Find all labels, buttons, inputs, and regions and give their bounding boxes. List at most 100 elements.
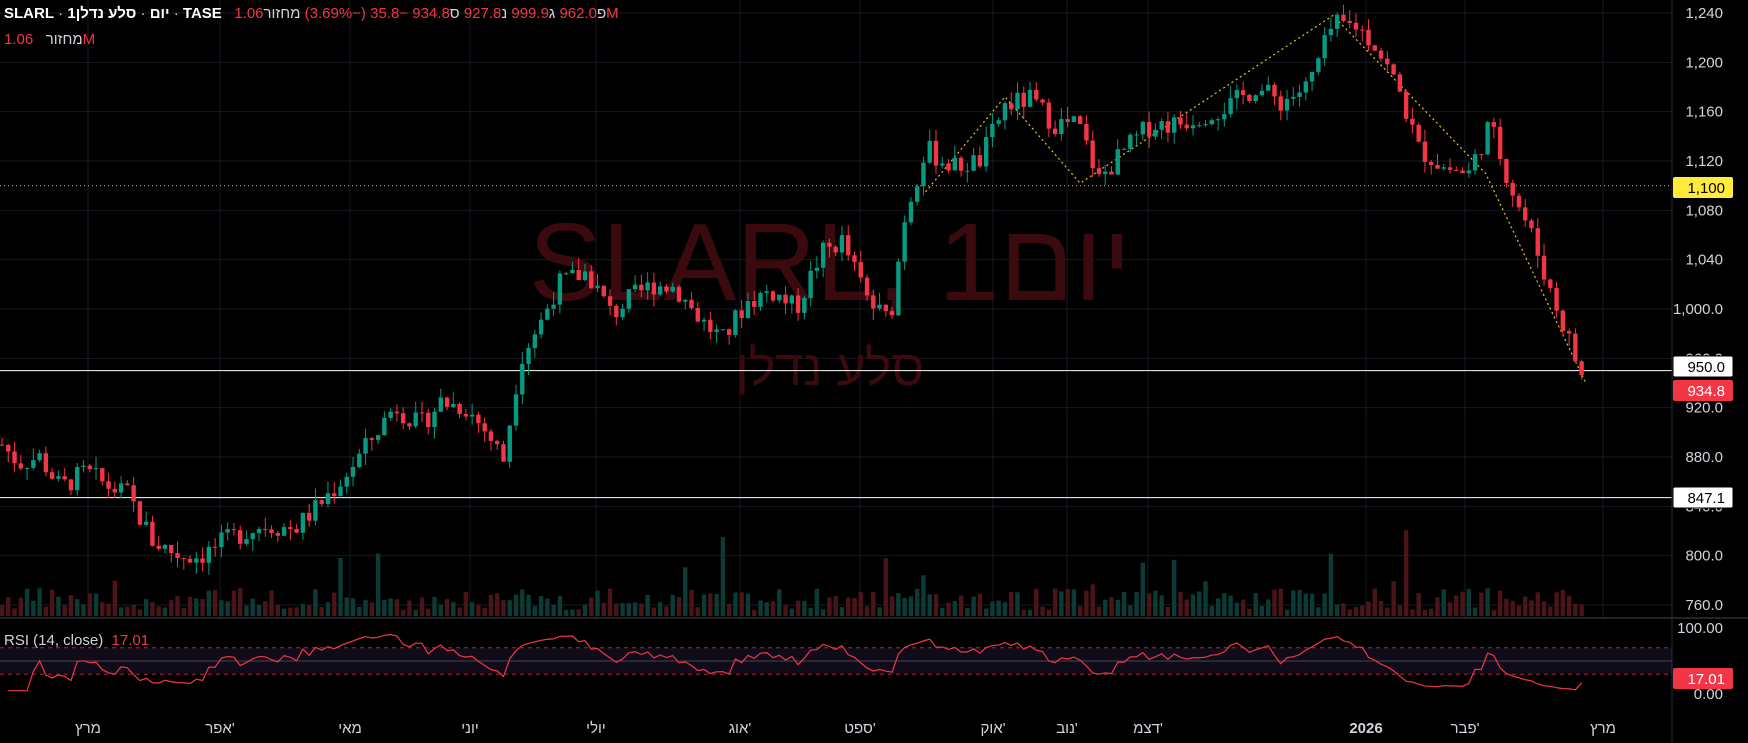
volume-bar (1322, 593, 1327, 616)
volume-bar (720, 536, 726, 616)
volume-bar (1510, 600, 1515, 616)
candle-body (344, 476, 349, 487)
candle-body (1015, 92, 1020, 110)
rsi-legend-label[interactable]: RSI (14, close) (4, 632, 104, 649)
volume-bar (933, 594, 939, 616)
volume-bar (1090, 584, 1095, 616)
volume-bar (24, 588, 30, 616)
price-tick-label: 1,080 (1685, 202, 1723, 219)
volume-bar (363, 600, 368, 616)
candle-body (1046, 102, 1052, 129)
volume-bar (194, 598, 199, 616)
volume-bar (187, 596, 193, 616)
candle-body (739, 310, 744, 319)
candle-body (18, 463, 23, 469)
candle-body (169, 544, 174, 554)
price-axis[interactable]: 760.0800.0840.0880.0920.0960.01,000.01,0… (1673, 5, 1723, 614)
zigzag-line (925, 14, 1587, 384)
volume-bar (1215, 598, 1221, 616)
tag-current-label: 934.8 (1687, 383, 1725, 400)
volume-bar (1403, 530, 1409, 616)
volume-bar (1334, 604, 1340, 616)
volume-bar (808, 607, 813, 616)
volume-bar (118, 607, 124, 616)
volume-bar (1234, 602, 1240, 616)
tag-847 (1672, 486, 1734, 509)
candle-body (1103, 171, 1108, 175)
volume-bar (169, 600, 174, 616)
time-axis[interactable]: מרץ אפר' מאי יוני יולי אוג' ספט' אוק' נוב' דצמ' 20… (75, 720, 1616, 737)
candle-body (1278, 96, 1283, 111)
volume-bar (1190, 594, 1196, 616)
candle-body (1021, 92, 1026, 107)
candle-body (1554, 287, 1559, 311)
legend-change: −35.8 (−3.69%) (304, 5, 409, 22)
volume-bar (1372, 588, 1377, 616)
candle-body (883, 304, 889, 312)
candle-body (250, 533, 255, 540)
legend-interval[interactable]: 1יום (67, 5, 170, 22)
time-tick-label: 2026 (1349, 720, 1382, 737)
time-tick-label: אוק' (980, 720, 1005, 737)
candle-body (864, 277, 870, 296)
rsi-legend: RSI (14, close) 17.01 (4, 632, 149, 649)
candle-body (1203, 124, 1208, 126)
volume-bar (1009, 591, 1014, 616)
volume-bar (306, 604, 312, 616)
volume-bar (827, 597, 832, 616)
volume-bar (783, 605, 788, 616)
time-tick-label: אוג' (729, 720, 752, 737)
candle-body (1360, 29, 1365, 31)
candle-body (488, 431, 494, 441)
volume-bar (733, 592, 738, 616)
candle-body (921, 162, 926, 187)
candle-body (269, 529, 274, 533)
candle-body (1579, 361, 1584, 376)
volume-bar (1541, 601, 1547, 616)
volume-bar (639, 603, 644, 616)
candle-body (1366, 29, 1371, 46)
volume-bar (701, 594, 707, 616)
volume-bar (883, 558, 889, 616)
candle-body (325, 493, 331, 504)
horizontal-lines[interactable] (0, 185, 1672, 499)
candle-body (225, 529, 230, 533)
volume-bar (927, 594, 932, 616)
candle-body (263, 528, 268, 530)
candle-body (701, 319, 707, 322)
candle-body (68, 479, 74, 491)
legend-sep-3: · (173, 5, 179, 22)
candle-body (426, 412, 431, 427)
volume-bar (1385, 607, 1390, 616)
candle-body (814, 267, 820, 271)
candle-body (375, 435, 381, 440)
candle-body (275, 532, 281, 536)
candle-body (369, 438, 375, 440)
volume-bar (1103, 599, 1108, 616)
volume-bar (1228, 595, 1233, 616)
rsi-pane[interactable]: 100.00 0.00 (0, 620, 1723, 703)
candle-body (1090, 140, 1095, 169)
candle-body (839, 235, 845, 253)
candle-body (513, 394, 519, 426)
time-tick-label: יולי (586, 720, 606, 737)
candle-body (614, 305, 619, 318)
volume-bar (770, 601, 776, 616)
volume-bar (6, 597, 11, 616)
candle-body (394, 411, 400, 414)
volume-bar (670, 594, 675, 616)
volume-bar (476, 604, 481, 616)
candles[interactable] (0, 4, 1584, 575)
price-tick-label: 880.0 (1685, 449, 1723, 466)
volume-bar (745, 593, 751, 616)
volume-bar (1548, 606, 1553, 616)
candle-body (1084, 123, 1089, 141)
volume-bar (1309, 593, 1315, 616)
candle-body (714, 329, 719, 332)
volume-bar (350, 598, 356, 616)
price-tick-label: 1,120 (1685, 153, 1723, 170)
candle-body (1416, 124, 1421, 142)
legend-symbol[interactable]: SLARL (4, 5, 54, 22)
candle-body (1234, 90, 1240, 99)
